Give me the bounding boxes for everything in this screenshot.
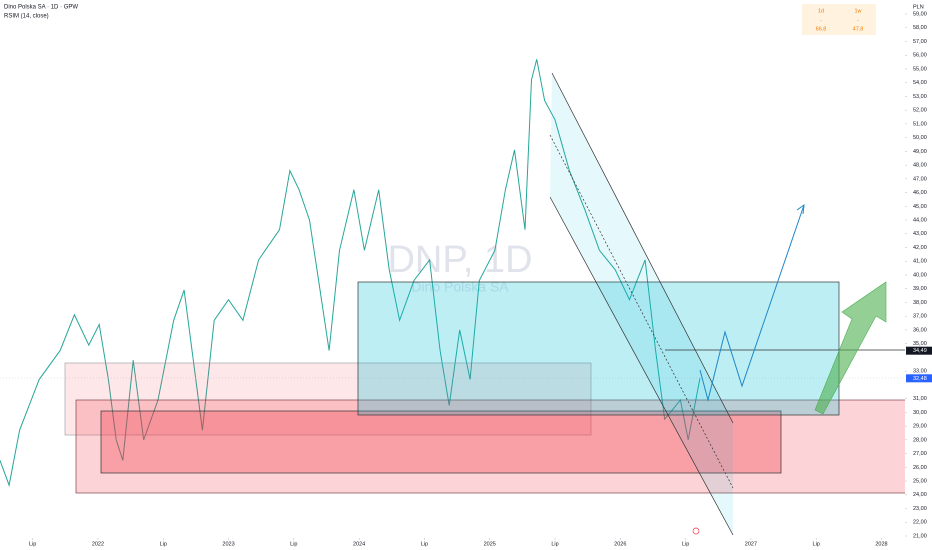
y-tick-label: 23,00 bbox=[913, 506, 927, 512]
y-tick-label: 49,00 bbox=[913, 149, 927, 155]
x-tick-label: Lip bbox=[421, 541, 428, 547]
y-tick-label: 28,00 bbox=[913, 437, 927, 443]
zone bbox=[357, 281, 840, 416]
price-tag bbox=[906, 374, 932, 383]
performance-value: 66.8 bbox=[816, 26, 827, 32]
price-tag-label: 34,49 bbox=[913, 348, 927, 354]
y-tick-label: 56,00 bbox=[913, 53, 927, 59]
y-tick-label: 58,00 bbox=[913, 25, 927, 31]
y-tick-label: 31,00 bbox=[913, 396, 927, 402]
y-tick-label: 27,00 bbox=[913, 451, 927, 457]
performance-period: 1w bbox=[854, 8, 861, 14]
y-tick-label: 24,00 bbox=[913, 492, 927, 498]
x-tick-label: 2023 bbox=[222, 541, 234, 547]
zone bbox=[75, 399, 932, 494]
y-tick-label: 37,00 bbox=[913, 314, 927, 320]
y-tick-label: 40,00 bbox=[913, 272, 927, 278]
drawings bbox=[0, 72, 932, 536]
y-tick-label: 26,00 bbox=[913, 465, 927, 471]
trend-arrow bbox=[814, 281, 887, 415]
x-tick-label: 2025 bbox=[484, 541, 496, 547]
y-tick-label: 59,00 bbox=[913, 11, 927, 17]
performance-period: 1d bbox=[818, 8, 824, 14]
y-tick-label: 55,00 bbox=[913, 66, 927, 72]
y-tick-label: 44,00 bbox=[913, 218, 927, 224]
performance-dash: - bbox=[857, 17, 859, 23]
x-tick-label: 2022 bbox=[92, 541, 104, 547]
watermark-symbol: DNP, 1D bbox=[387, 239, 532, 281]
y-tick-label: 53,00 bbox=[913, 94, 927, 100]
y-tick-label: 42,00 bbox=[913, 245, 927, 251]
price-tag bbox=[906, 346, 932, 355]
channel bbox=[550, 73, 733, 535]
zone bbox=[64, 362, 592, 436]
y-tick-label: 22,00 bbox=[913, 520, 927, 526]
x-tick-label: Lip bbox=[551, 541, 558, 547]
symbol-title: Dino Polska SA · 1D · GPW bbox=[4, 5, 78, 11]
y-tick-label: 35,00 bbox=[913, 341, 927, 347]
y-tick-label: 45,00 bbox=[913, 204, 927, 210]
performance-box bbox=[802, 4, 876, 35]
performance-value: 47.8 bbox=[853, 26, 864, 32]
y-tick-label: 48,00 bbox=[913, 163, 927, 169]
x-tick-label: 2026 bbox=[614, 541, 626, 547]
y-tick-label: 33,00 bbox=[913, 369, 927, 375]
x-tick-label: Lip bbox=[29, 541, 36, 547]
y-tick-label: 36,00 bbox=[913, 327, 927, 333]
y-tick-label: 51,00 bbox=[913, 121, 927, 127]
y-tick-label: 52,00 bbox=[913, 108, 927, 114]
y-tick-label: 43,00 bbox=[913, 231, 927, 237]
x-tick-label: Lip bbox=[682, 541, 689, 547]
y-tick-label: 57,00 bbox=[913, 39, 927, 45]
price-line bbox=[0, 59, 701, 488]
y-tick-label: 47,00 bbox=[913, 176, 927, 182]
price-axis bbox=[905, 0, 932, 550]
y-tick-label: 54,00 bbox=[913, 80, 927, 86]
y-tick-label: 41,00 bbox=[913, 259, 927, 265]
zone bbox=[100, 410, 782, 474]
watermark-name: Dino Polska SA bbox=[411, 279, 509, 295]
performance-dash: - bbox=[820, 17, 822, 23]
y-tick-label: 25,00 bbox=[913, 479, 927, 485]
y-tick-label: 29,00 bbox=[913, 424, 927, 430]
y-tick-label: 30,00 bbox=[913, 410, 927, 416]
x-tick-label: Lip bbox=[290, 541, 297, 547]
indicator-title: RSIM (14, close) bbox=[4, 14, 49, 20]
price-tag-label: 32,48 bbox=[913, 376, 927, 382]
y-tick-label: 46,00 bbox=[913, 190, 927, 196]
projection-arrowhead bbox=[796, 203, 805, 215]
y-tick-label: 21,00 bbox=[913, 533, 927, 539]
channel-line bbox=[551, 72, 734, 424]
projection bbox=[699, 204, 805, 402]
x-tick-label: 2027 bbox=[745, 541, 757, 547]
y-tick-label: 39,00 bbox=[913, 286, 927, 292]
x-tick-label: 2024 bbox=[353, 541, 365, 547]
x-tick-label: 2028 bbox=[875, 541, 887, 547]
y-tick-label: 38,00 bbox=[913, 300, 927, 306]
x-tick-label: Lip bbox=[160, 541, 167, 547]
event-icon[interactable] bbox=[692, 527, 700, 535]
channel-line bbox=[549, 196, 734, 536]
currency: PLN bbox=[913, 4, 924, 10]
x-tick-label: Lip bbox=[813, 541, 820, 547]
y-tick-label: 50,00 bbox=[913, 135, 927, 141]
